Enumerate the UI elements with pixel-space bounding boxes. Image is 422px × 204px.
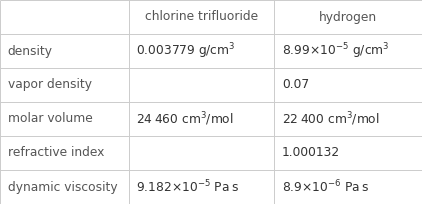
Text: hydrogen: hydrogen <box>319 10 377 23</box>
Text: 8.9×10$^{-6}$ Pa s: 8.9×10$^{-6}$ Pa s <box>282 179 369 195</box>
Text: 0.003779 g/cm$^3$: 0.003779 g/cm$^3$ <box>136 41 236 61</box>
Text: 8.99×10$^{-5}$ g/cm$^3$: 8.99×10$^{-5}$ g/cm$^3$ <box>282 41 390 61</box>
Text: 24 460 cm$^3$/mol: 24 460 cm$^3$/mol <box>136 110 234 128</box>
Text: 9.182×10$^{-5}$ Pa s: 9.182×10$^{-5}$ Pa s <box>136 179 239 195</box>
Text: 0.07: 0.07 <box>282 79 309 92</box>
Text: vapor density: vapor density <box>8 79 92 92</box>
Text: dynamic viscosity: dynamic viscosity <box>8 181 117 194</box>
Text: 1.000132: 1.000132 <box>282 146 340 160</box>
Text: density: density <box>8 44 53 58</box>
Text: chlorine trifluoride: chlorine trifluoride <box>145 10 258 23</box>
Text: 22 400 cm$^3$/mol: 22 400 cm$^3$/mol <box>282 110 380 128</box>
Text: refractive index: refractive index <box>8 146 104 160</box>
Text: molar volume: molar volume <box>8 112 92 125</box>
